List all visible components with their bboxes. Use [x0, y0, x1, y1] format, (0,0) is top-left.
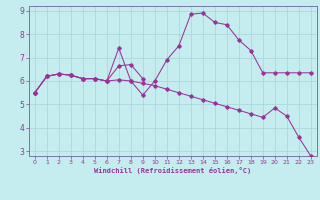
- X-axis label: Windchill (Refroidissement éolien,°C): Windchill (Refroidissement éolien,°C): [94, 167, 252, 174]
